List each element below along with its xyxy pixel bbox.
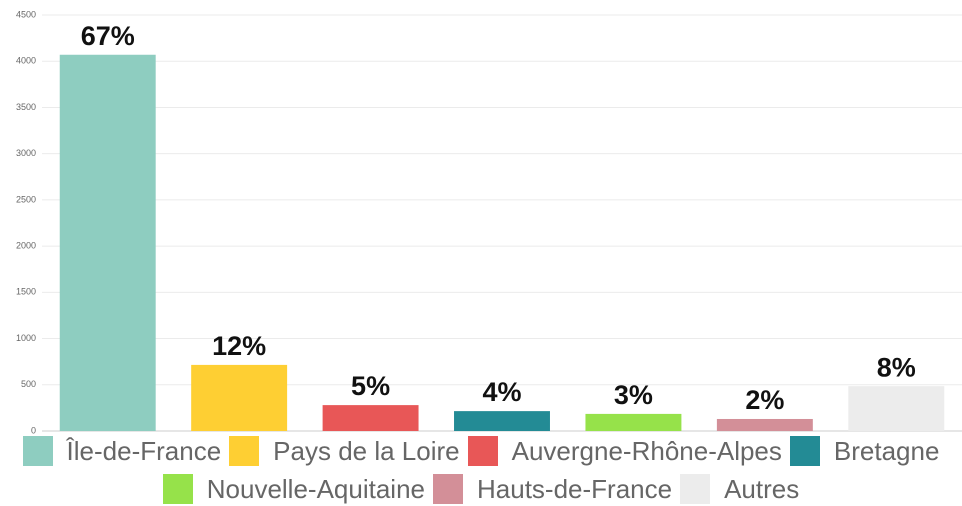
y-tick-label: 0 [31,425,36,435]
bar [848,386,945,431]
legend-swatch [680,474,711,504]
legend-item: Île-de-France [22,434,222,468]
y-tick-label: 4500 [16,9,36,19]
legend-label: Île-de-France [66,435,222,466]
legend: Île-de-France Pays de la Loire Auvergne-Rh… [0,434,962,506]
y-tick-label: 3000 [16,148,36,158]
legend-swatch [789,436,820,466]
legend-item: Bretagne [789,434,940,468]
y-tick-label: 1500 [16,287,36,297]
bar [191,364,288,431]
legend-item: Autres [680,472,799,506]
legend-item: Pays de la Loire [229,434,460,468]
data-label: 67% [81,21,135,51]
legend-item: Nouvelle-Aquitaine [162,472,425,506]
bar [322,405,419,431]
legend-swatch [467,436,498,466]
legend-label: Auvergne-Rhône-Alpes [511,435,782,466]
y-tick-label: 1000 [16,333,36,343]
bar [59,54,156,432]
data-label: 8% [877,352,916,382]
data-label: 3% [614,380,653,410]
data-label: 4% [482,377,521,407]
legend-label: Nouvelle-Aquitaine [206,473,425,504]
legend-label: Bretagne [833,435,940,466]
chart: 0 500 1000 1500 2000 2500 3000 3500 4000 4500 67% 1… [16,9,962,435]
y-tick-label: 2500 [16,194,36,204]
legend-label: Pays de la Loire [273,435,460,466]
legend-swatch [229,436,260,466]
legend-label: Hauts-de-France [477,473,673,504]
data-label: 5% [351,371,390,401]
legend-swatch [162,474,193,504]
y-tick-label: 2000 [16,240,36,250]
bar [716,418,813,431]
y-tick-label: 3500 [16,102,36,112]
legend-item: Hauts-de-France [433,472,672,506]
legend-swatch [433,474,463,504]
bar [454,411,550,431]
y-tick-label: 500 [21,379,36,389]
legend-label: Autres [724,473,800,504]
data-label: 12% [212,331,266,361]
legend-swatch [22,436,53,466]
bar [585,413,682,431]
legend-item: Auvergne-Rhône-Alpes [467,434,782,468]
y-tick-label: 4000 [16,56,36,66]
data-label: 2% [745,385,784,415]
